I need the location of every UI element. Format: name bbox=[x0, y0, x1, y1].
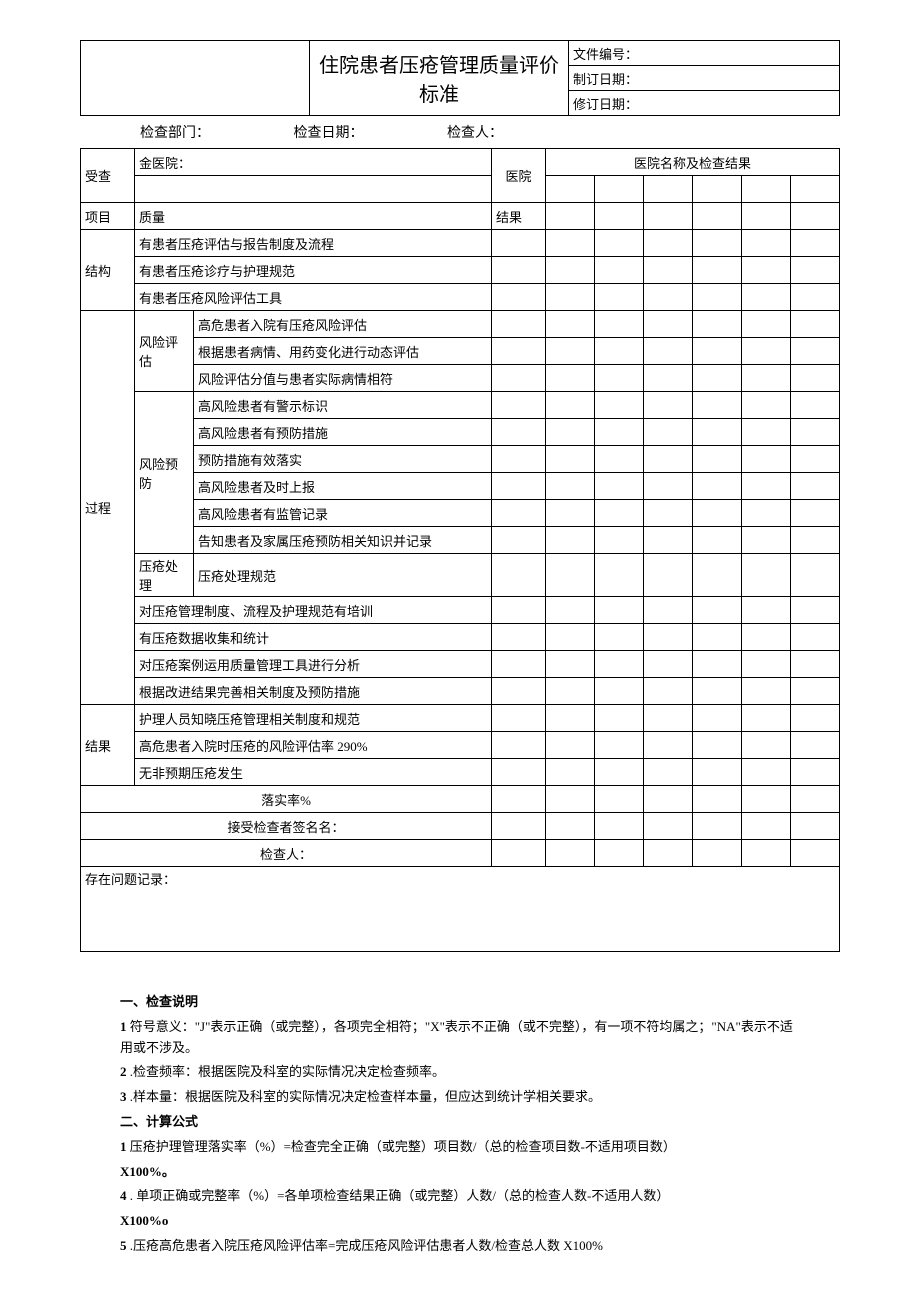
notes-p4: 1 压疮护理管理落实率（%）=检查完全正确（或完整）项目数/（总的检查项目数-不… bbox=[120, 1137, 800, 1158]
result-blank-6 bbox=[791, 176, 840, 203]
risk-assess-row-0: 高危患者入院有压疮风险评估 bbox=[194, 311, 492, 338]
check-dept-label: 检查部门： bbox=[140, 122, 210, 142]
notes-p5: 4 . 单项正确或完整率（%）=各单项检查结果正确（或完整）人数/（总的检查人数… bbox=[120, 1186, 800, 1207]
result-blank-4 bbox=[693, 176, 742, 203]
process-other-2: 对压疮案例运用质量管理工具进行分析 bbox=[135, 651, 492, 678]
col-result: 结果 bbox=[492, 203, 546, 230]
result-row-2: 无非预期压疮发生 bbox=[135, 759, 492, 786]
risk-assess-row-2: 风险评估分值与患者实际病情相符 bbox=[194, 365, 492, 392]
process-other-0: 对压疮管理制度、流程及护理规范有培训 bbox=[135, 597, 492, 624]
col-hospital-name: 医院名称及检查结果 bbox=[546, 149, 840, 176]
notes-p5b: X100%o bbox=[120, 1211, 800, 1232]
main-evaluation-table: 受查 金医院： 医院 医院名称及检查结果 项目 质量 结果 结构 有患者压疮评估… bbox=[80, 148, 840, 952]
header-table: 住院患者压疮管理质量评价标准 文件编号： 制订日期： 修订日期： bbox=[80, 40, 840, 116]
doc-no-label: 文件编号： bbox=[569, 41, 840, 66]
risk-prevent-row-1: 高风险患者有预防措施 bbox=[194, 419, 492, 446]
process-other-3: 根据改进结果完善相关制度及预防措施 bbox=[135, 678, 492, 705]
check-info-line: 检查部门： 检查日期： 检查人： bbox=[140, 122, 840, 142]
risk-prevent-row-2: 预防措施有效落实 bbox=[194, 446, 492, 473]
accept-hospital: 金医院： bbox=[135, 149, 492, 176]
structure-row-2: 有患者压疮风险评估工具 bbox=[135, 284, 492, 311]
create-date-label: 制订日期： bbox=[569, 66, 840, 91]
document-title: 住院患者压疮管理质量评价标准 bbox=[310, 41, 569, 116]
footer-rate: 落实率% bbox=[81, 786, 492, 813]
risk-prevent-row-0: 高风险患者有警示标识 bbox=[194, 392, 492, 419]
notes-title-2: 二、计算公式 bbox=[120, 1112, 800, 1133]
process-label: 过程 bbox=[81, 311, 135, 705]
notes-p4b: X100%。 bbox=[120, 1162, 800, 1183]
col-quality: 质量 bbox=[135, 203, 492, 230]
result-blank-2 bbox=[595, 176, 644, 203]
risk-prevent-row-4: 高风险患者有监管记录 bbox=[194, 500, 492, 527]
notes-p3: 3 .样本量：根据医院及科室的实际情况决定检查样本量，但应达到统计学相关要求。 bbox=[120, 1087, 800, 1108]
footer-problem: 存在问题记录： bbox=[81, 867, 840, 952]
notes-section: 一、检查说明 1 符号意义："J"表示正确（或完整），各项完全相符；"X"表示不… bbox=[80, 992, 840, 1257]
process-other-1: 有压疮数据收集和统计 bbox=[135, 624, 492, 651]
col-hospital: 医院 bbox=[492, 149, 546, 203]
structure-row-1: 有患者压疮诊疗与护理规范 bbox=[135, 257, 492, 284]
result-blank-3 bbox=[644, 176, 693, 203]
structure-row-0: 有患者压疮评估与报告制度及流程 bbox=[135, 230, 492, 257]
risk-assess-label: 风险评估 bbox=[135, 311, 194, 392]
ulcer-handle-row-0: 压疮处理规范 bbox=[194, 554, 492, 597]
col-item: 项目 bbox=[81, 203, 135, 230]
risk-prevent-label: 风险预防 bbox=[135, 392, 194, 554]
check-person-label: 检查人： bbox=[447, 122, 503, 142]
header-left-blank bbox=[81, 41, 310, 116]
notes-p6: 5 .压疮高危患者入院压疮风险评估率=完成压疮风险评估患者人数/检查总人数 X1… bbox=[120, 1236, 800, 1257]
revise-date-label: 修订日期： bbox=[569, 91, 840, 116]
notes-p1: 1 符号意义："J"表示正确（或完整），各项完全相符；"X"表示不正确（或不完整… bbox=[120, 1017, 800, 1059]
risk-prevent-row-5: 告知患者及家属压疮预防相关知识并记录 bbox=[194, 527, 492, 554]
footer-sign: 接受检查者签名名： bbox=[81, 813, 492, 840]
ulcer-handle-label: 压疮处理 bbox=[135, 554, 194, 597]
result-blank-1 bbox=[546, 176, 595, 203]
footer-checker: 检查人： bbox=[81, 840, 492, 867]
result-blank-5 bbox=[742, 176, 791, 203]
col-quality-cell bbox=[135, 176, 492, 203]
structure-label: 结构 bbox=[81, 230, 135, 311]
result-label: 结果 bbox=[81, 705, 135, 786]
notes-title-1: 一、检查说明 bbox=[120, 992, 800, 1013]
risk-assess-row-1: 根据患者病情、用药变化进行动态评估 bbox=[194, 338, 492, 365]
risk-prevent-row-3: 高风险患者及时上报 bbox=[194, 473, 492, 500]
result-row-0: 护理人员知晓压疮管理相关制度和规范 bbox=[135, 705, 492, 732]
notes-p2: 2 .检查频率：根据医院及科室的实际情况决定检查频率。 bbox=[120, 1062, 800, 1083]
check-date-label: 检查日期： bbox=[294, 122, 364, 142]
accept-prefix: 受查 bbox=[81, 149, 135, 203]
result-row-1: 高危患者入院时压疮的风险评估率 290% bbox=[135, 732, 492, 759]
